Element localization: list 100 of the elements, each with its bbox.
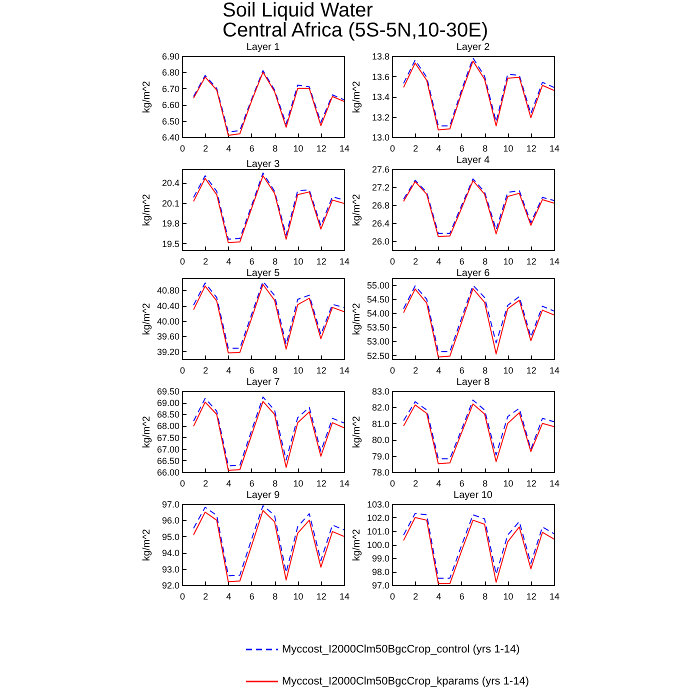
y-tick-label: 54.00	[366, 308, 390, 318]
y-tick-label: 20.4	[162, 178, 180, 188]
x-tick-label: 0	[390, 478, 396, 488]
y-tick-label: 66.00	[156, 468, 180, 478]
y-tick-label: 13.6	[372, 72, 390, 82]
y-tick-label: 6.50	[162, 116, 180, 126]
x-tick-label: 6	[249, 592, 254, 602]
x-tick-label: 4	[226, 256, 232, 266]
y-axis-title: kg/m^2	[142, 80, 152, 113]
y-tick-label: 20.1	[162, 198, 180, 208]
x-tick-label: 14	[339, 478, 350, 488]
chart-title: Layer 1	[246, 42, 280, 53]
x-tick-label: 14	[549, 256, 560, 266]
x-tick-label: 2	[413, 592, 418, 602]
y-tick-label: 55.00	[366, 280, 390, 290]
x-tick-label: 2	[413, 366, 418, 376]
x-tick-label: 0	[180, 592, 186, 602]
x-tick-label: 14	[339, 366, 350, 376]
y-tick-label: 6.70	[162, 84, 180, 94]
x-tick-label: 6	[249, 478, 254, 488]
y-axis-title: kg/m^2	[142, 194, 152, 226]
x-tick-label: 2	[203, 592, 208, 602]
x-tick-label: 2	[203, 256, 208, 266]
x-tick-label: 8	[482, 592, 488, 602]
x-tick-label: 2	[203, 478, 208, 488]
x-tick-label: 10	[293, 144, 304, 154]
y-axis-title: kg/m^2	[142, 302, 152, 335]
y-tick-label: 13.2	[372, 112, 390, 122]
y-tick-label: 52.50	[366, 350, 390, 361]
y-tick-label: 96.0	[162, 516, 180, 526]
y-tick-label: 19.8	[162, 218, 180, 228]
x-tick-label: 12	[526, 478, 536, 488]
y-tick-label: 27.2	[372, 182, 390, 192]
y-axis-title: kg/m^2	[142, 528, 152, 561]
y-tick-label: 98.0	[372, 567, 390, 577]
y-axis-title: kg/m^2	[142, 416, 152, 448]
x-tick-label: 14	[549, 366, 560, 376]
y-tick-label: 26.0	[372, 236, 390, 246]
y-tick-label: 68.50	[156, 410, 180, 420]
chart-title: Layer 6	[456, 268, 490, 279]
x-tick-label: 0	[390, 144, 396, 154]
y-tick-label: 40.00	[156, 316, 180, 326]
x-tick-label: 8	[482, 144, 488, 154]
x-tick-label: 10	[293, 592, 304, 602]
x-tick-label: 14	[339, 256, 350, 266]
legend-label: Myccost_I2000Clm50BgcCrop_kparams (yrs 1-14)	[282, 676, 529, 688]
x-tick-label: 12	[316, 478, 326, 488]
x-tick-label: 4	[226, 478, 232, 488]
x-tick-label: 0	[180, 478, 186, 488]
chart-title: Layer 10	[454, 490, 493, 501]
x-tick-label: 0	[390, 592, 396, 602]
y-tick-label: 97.0	[162, 500, 180, 510]
x-tick-label: 14	[339, 144, 350, 154]
y-tick-label: 13.0	[372, 132, 390, 142]
x-tick-label: 8	[272, 144, 278, 154]
chart-title: Layer 3	[246, 159, 280, 170]
x-tick-label: 8	[482, 478, 488, 488]
chart-title: Layer 2	[456, 42, 490, 53]
y-tick-label: 69.50	[156, 386, 180, 396]
x-tick-label: 12	[316, 366, 326, 376]
y-tick-label: 67.00	[156, 444, 180, 454]
x-tick-label: 14	[549, 592, 560, 602]
chart-title: Layer 4	[456, 155, 490, 166]
x-tick-label: 0	[180, 144, 186, 154]
x-tick-label: 10	[503, 478, 514, 488]
x-tick-label: 4	[436, 592, 442, 602]
x-tick-label: 12	[316, 144, 326, 154]
y-tick-label: 39.20	[156, 346, 180, 357]
y-tick-label: 19.5	[162, 238, 180, 249]
x-tick-label: 4	[226, 592, 232, 602]
x-tick-label: 6	[459, 256, 464, 266]
x-tick-label: 2	[413, 144, 418, 154]
y-axis-title: kg/m^2	[352, 194, 362, 226]
y-tick-label: 53.00	[366, 336, 390, 347]
y-axis-title: kg/m^2	[352, 80, 362, 113]
y-tick-label: 39.60	[156, 332, 180, 342]
y-tick-label: 82.0	[372, 402, 390, 413]
y-tick-label: 27.6	[372, 164, 390, 174]
x-tick-label: 10	[293, 256, 304, 266]
x-tick-label: 14	[549, 144, 560, 154]
y-tick-label: 92.0	[162, 580, 180, 590]
y-tick-label: 97.0	[372, 580, 390, 590]
x-tick-label: 12	[526, 592, 536, 602]
x-tick-label: 8	[272, 366, 278, 376]
y-tick-label: 13.8	[372, 52, 390, 62]
x-tick-label: 0	[180, 256, 186, 266]
y-tick-label: 6.40	[162, 132, 180, 142]
x-tick-label: 10	[503, 366, 514, 376]
y-tick-label: 99.0	[372, 554, 390, 564]
x-tick-label: 6	[459, 478, 464, 488]
y-axis-title: kg/m^2	[352, 528, 362, 561]
x-tick-label: 12	[316, 256, 326, 266]
x-tick-label: 4	[436, 478, 442, 488]
chart-title: Layer 7	[246, 377, 280, 388]
x-tick-label: 12	[526, 256, 536, 266]
y-tick-label: 67.50	[156, 432, 180, 443]
x-tick-label: 2	[203, 366, 208, 376]
y-tick-label: 40.80	[156, 286, 180, 296]
x-tick-label: 4	[226, 144, 232, 154]
x-tick-label: 8	[272, 256, 278, 266]
